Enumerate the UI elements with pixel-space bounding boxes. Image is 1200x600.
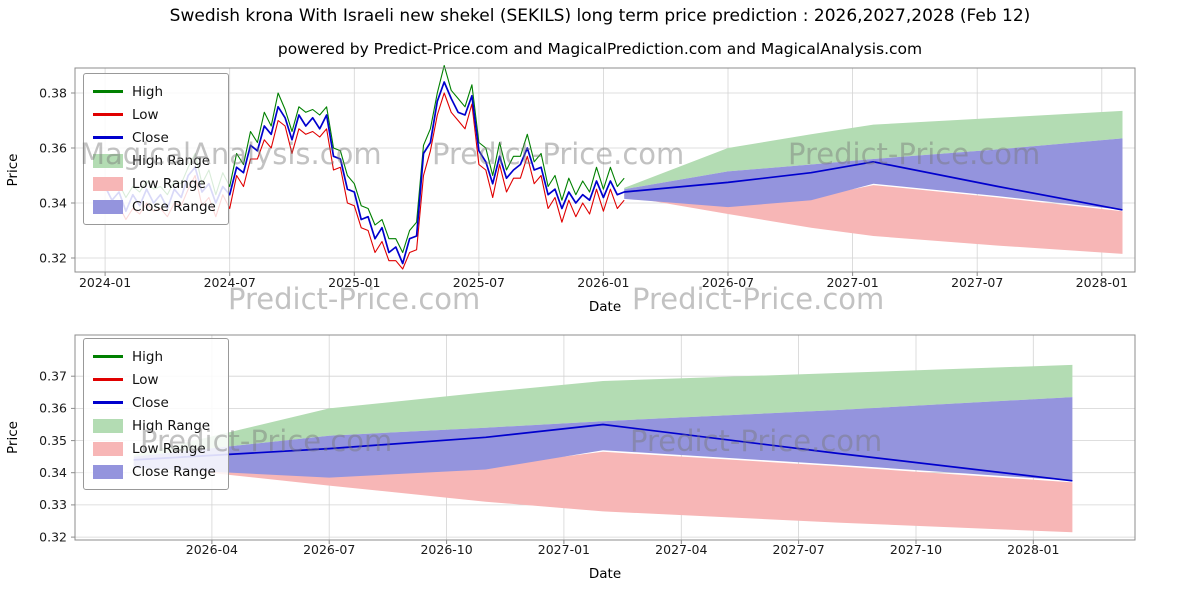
legend-label: Close bbox=[132, 129, 169, 146]
page-subtitle: powered by Predict-Price.com and Magical… bbox=[277, 40, 923, 58]
legend-item: Low Range bbox=[93, 172, 216, 195]
svg-text:2027-07: 2027-07 bbox=[772, 542, 824, 557]
legend-label: High Range bbox=[132, 152, 211, 169]
legend-item: Close bbox=[93, 126, 216, 149]
svg-text:0.32: 0.32 bbox=[39, 250, 67, 265]
svg-text:2024-07: 2024-07 bbox=[204, 275, 256, 290]
svg-text:2026-07: 2026-07 bbox=[303, 542, 355, 557]
svg-text:Price: Price bbox=[5, 421, 21, 454]
svg-text:2028-01: 2028-01 bbox=[1007, 542, 1059, 557]
legend-patch-swatch bbox=[93, 464, 123, 479]
svg-text:2027-10: 2027-10 bbox=[890, 542, 942, 557]
legend-label: Low bbox=[132, 106, 159, 123]
legend-line-swatch bbox=[93, 90, 123, 93]
chart-legend: High Low Close High Range Low Range Close Ran… bbox=[83, 338, 229, 490]
svg-text:2025-07: 2025-07 bbox=[453, 275, 505, 290]
legend-item: Low bbox=[93, 103, 216, 126]
legend-label: High bbox=[132, 83, 164, 100]
legend-item: Close bbox=[93, 391, 216, 414]
legend-patch-swatch bbox=[93, 441, 123, 456]
svg-text:0.36: 0.36 bbox=[39, 401, 67, 416]
svg-text:2027-07: 2027-07 bbox=[951, 275, 1003, 290]
legend-line-swatch bbox=[93, 378, 123, 381]
legend-label: Low bbox=[132, 371, 159, 388]
svg-text:0.38: 0.38 bbox=[39, 85, 67, 100]
legend-patch-swatch bbox=[93, 418, 123, 433]
legend-item: High bbox=[93, 345, 216, 368]
legend-item: High bbox=[93, 80, 216, 103]
legend-label: Close bbox=[132, 394, 169, 411]
svg-text:2026-07: 2026-07 bbox=[702, 275, 754, 290]
top-chart-canvas: 2024-01 2024-07 2025-01 2025-07 2026-01 2026-… bbox=[5, 64, 1136, 315]
svg-text:2025-01: 2025-01 bbox=[328, 275, 380, 290]
svg-text:Date: Date bbox=[589, 566, 621, 582]
legend-line-swatch bbox=[93, 355, 123, 358]
svg-text:2028-01: 2028-01 bbox=[1076, 275, 1128, 290]
legend-item: High Range bbox=[93, 414, 216, 437]
page-title: Swedish krona With Israeli new shekel (S… bbox=[169, 6, 1031, 26]
legend-label: High Range bbox=[132, 417, 211, 434]
svg-text:0.34: 0.34 bbox=[39, 465, 67, 480]
svg-text:0.32: 0.32 bbox=[39, 529, 67, 544]
svg-text:2027-04: 2027-04 bbox=[655, 542, 707, 557]
chart-legend: High Low Close High Range Low Range Close Ran… bbox=[83, 73, 229, 225]
legend-item: Close Range bbox=[93, 460, 216, 483]
svg-text:0.33: 0.33 bbox=[39, 497, 67, 512]
legend-line-swatch bbox=[93, 113, 123, 116]
svg-text:2027-01: 2027-01 bbox=[538, 542, 590, 557]
legend-label: Low Range bbox=[132, 440, 206, 457]
price-history-chart: 2024-01 2024-07 2025-01 2025-07 2026-01 2026-… bbox=[0, 60, 1200, 322]
legend-patch-swatch bbox=[93, 153, 123, 168]
legend-line-swatch bbox=[93, 136, 123, 139]
legend-label: Close Range bbox=[132, 198, 216, 215]
legend-item: High Range bbox=[93, 149, 216, 172]
svg-text:0.34: 0.34 bbox=[39, 195, 67, 210]
svg-text:0.36: 0.36 bbox=[39, 140, 67, 155]
legend-patch-swatch bbox=[93, 199, 123, 214]
legend-label: Close Range bbox=[132, 463, 216, 480]
svg-text:2026-01: 2026-01 bbox=[577, 275, 629, 290]
svg-text:Date: Date bbox=[589, 299, 621, 315]
legend-label: Low Range bbox=[132, 175, 206, 192]
prediction-zoom-chart: 2026-04 2026-07 2026-10 2027-01 2027-04 2027-… bbox=[0, 322, 1200, 600]
svg-text:2027-01: 2027-01 bbox=[826, 275, 878, 290]
svg-text:Price: Price bbox=[5, 154, 21, 187]
svg-text:2026-10: 2026-10 bbox=[420, 542, 472, 557]
svg-text:0.37: 0.37 bbox=[39, 369, 67, 384]
legend-item: Close Range bbox=[93, 195, 216, 218]
legend-item: Low bbox=[93, 368, 216, 391]
legend-patch-swatch bbox=[93, 176, 123, 191]
legend-line-swatch bbox=[93, 401, 123, 404]
legend-item: Low Range bbox=[93, 437, 216, 460]
bottom-chart-canvas: 2026-04 2026-07 2026-10 2027-01 2027-04 2027-… bbox=[5, 334, 1136, 582]
svg-text:0.35: 0.35 bbox=[39, 433, 67, 448]
legend-label: High bbox=[132, 348, 164, 365]
svg-text:2024-01: 2024-01 bbox=[79, 275, 131, 290]
svg-text:2026-04: 2026-04 bbox=[186, 542, 238, 557]
